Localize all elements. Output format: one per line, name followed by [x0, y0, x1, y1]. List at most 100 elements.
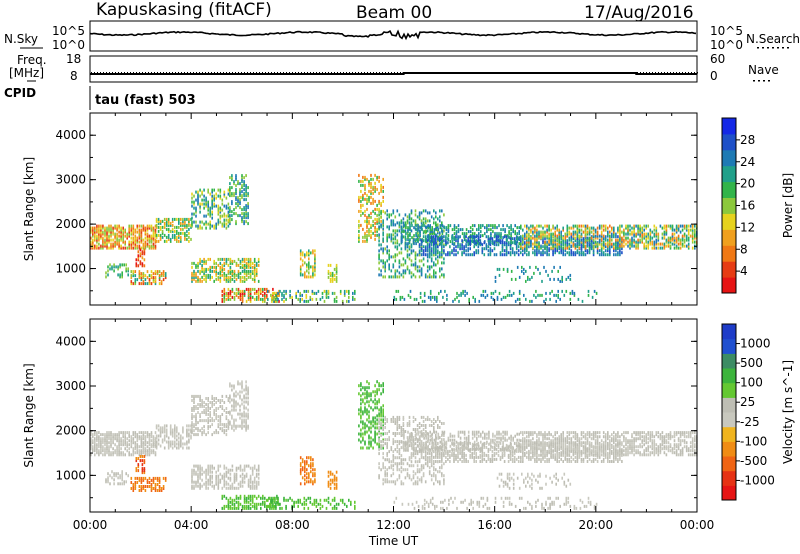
power-data-cell — [165, 235, 168, 239]
power-data-cell — [167, 223, 170, 227]
nave-trace-point — [379, 72, 380, 74]
power-data-cell — [637, 230, 639, 234]
power-data-cell — [471, 224, 474, 228]
power-data-cell — [362, 235, 364, 239]
power-data-cell — [486, 226, 488, 230]
velocity-data-cell — [191, 407, 193, 410]
power-data-cell — [245, 265, 248, 269]
velocity-data-cell — [213, 399, 215, 402]
power-data-cell — [562, 241, 564, 245]
power-data-cell — [637, 244, 639, 248]
power-data-cell — [594, 236, 597, 240]
velocity-data-cell — [156, 483, 159, 486]
power-data-cell — [390, 275, 393, 279]
power-data-cell — [609, 253, 611, 257]
power-data-cell — [503, 241, 506, 245]
velocity-data-cell — [98, 435, 100, 439]
power-data-cell — [511, 237, 514, 241]
power-data-cell — [327, 295, 330, 299]
power-data-cell — [154, 244, 157, 248]
power-data-cell — [378, 235, 380, 239]
power-data-cell — [134, 230, 137, 234]
velocity-data-cell — [201, 478, 203, 482]
power-data-cell — [120, 230, 122, 234]
velocity-data-cell — [255, 474, 258, 478]
power-data-cell — [225, 291, 228, 295]
power-data-cell — [303, 289, 306, 293]
power-data-cell — [584, 240, 587, 244]
power-data-cell — [564, 236, 567, 240]
velocity-data-cell — [211, 484, 213, 488]
power-data-cell — [104, 228, 106, 232]
power-data-cell — [673, 228, 676, 232]
power-data-cell — [199, 226, 201, 230]
power-data-cell — [167, 229, 170, 233]
power-data-cell — [514, 224, 516, 228]
power-data-cell — [447, 241, 449, 245]
power-data-cell — [378, 255, 380, 259]
power-data-cell — [455, 237, 457, 241]
power-data-cell — [211, 188, 213, 192]
power-data-cell — [578, 236, 581, 240]
power-data-cell — [184, 231, 186, 235]
power-data-cell — [414, 267, 417, 271]
velocity-data-cell — [176, 434, 178, 438]
power-data-cell — [239, 192, 241, 196]
power-data-cell — [435, 215, 437, 219]
power-data-cell — [205, 198, 207, 202]
power-data-cell — [191, 224, 193, 228]
power-data-cell — [231, 273, 234, 277]
power-data-cell — [164, 276, 167, 280]
velocity-data-cell — [92, 441, 94, 445]
velocity-data-cell — [245, 406, 247, 410]
power-data-cell — [513, 239, 516, 243]
power-data-cell — [433, 241, 435, 245]
power-data-cell — [139, 260, 142, 264]
power-data-cell — [251, 295, 254, 299]
velocity-data-cell — [195, 472, 197, 476]
power-data-cell — [434, 295, 436, 299]
power-data-cell — [439, 226, 442, 230]
velocity-data-cell — [102, 441, 104, 445]
power-data-cell — [445, 253, 447, 257]
power-data-cell — [414, 213, 417, 217]
velocity-data-cell — [247, 412, 249, 416]
power-data-cell — [152, 232, 155, 236]
power-data-cell — [540, 246, 542, 250]
velocity-data-cell — [197, 464, 199, 468]
power-data-cell — [461, 232, 464, 236]
velocity-data-cell — [193, 397, 195, 400]
power-data-cell — [165, 239, 168, 243]
power-data-cell — [132, 282, 135, 286]
power-data-cell — [352, 291, 354, 295]
velocity-data-cell — [118, 435, 120, 439]
velocity-data-cell — [94, 447, 96, 451]
velocity-data-cell — [235, 394, 237, 398]
power-data-cell — [199, 188, 201, 192]
power-data-cell — [106, 234, 108, 238]
power-data-cell — [335, 277, 338, 281]
power-data-cell — [613, 253, 615, 257]
velocity-data-cell — [142, 487, 145, 490]
velocity-data-cell — [241, 402, 243, 406]
velocity-data-cell — [134, 445, 137, 449]
power-data-cell — [548, 234, 550, 238]
power-data-cell — [683, 240, 686, 244]
nave-trace-point — [172, 72, 173, 74]
power-data-cell — [138, 244, 141, 248]
power-data-cell — [327, 291, 330, 295]
power-data-cell — [396, 233, 399, 237]
power-data-cell — [568, 232, 571, 236]
beam-title: Beam 00 — [356, 3, 433, 23]
velocity-data-cell — [195, 421, 197, 425]
velocity-data-cell — [251, 480, 254, 484]
power-data-cell — [132, 228, 135, 232]
power-data-cell — [247, 186, 249, 190]
velocity-data-cell — [243, 418, 245, 422]
power-data-cell — [570, 253, 573, 257]
power-data-cell — [132, 232, 135, 236]
velocity-data-cell — [215, 429, 217, 433]
power-data-cell — [551, 289, 553, 293]
velocity-data-cell — [211, 470, 213, 474]
power-data-cell — [663, 244, 666, 248]
